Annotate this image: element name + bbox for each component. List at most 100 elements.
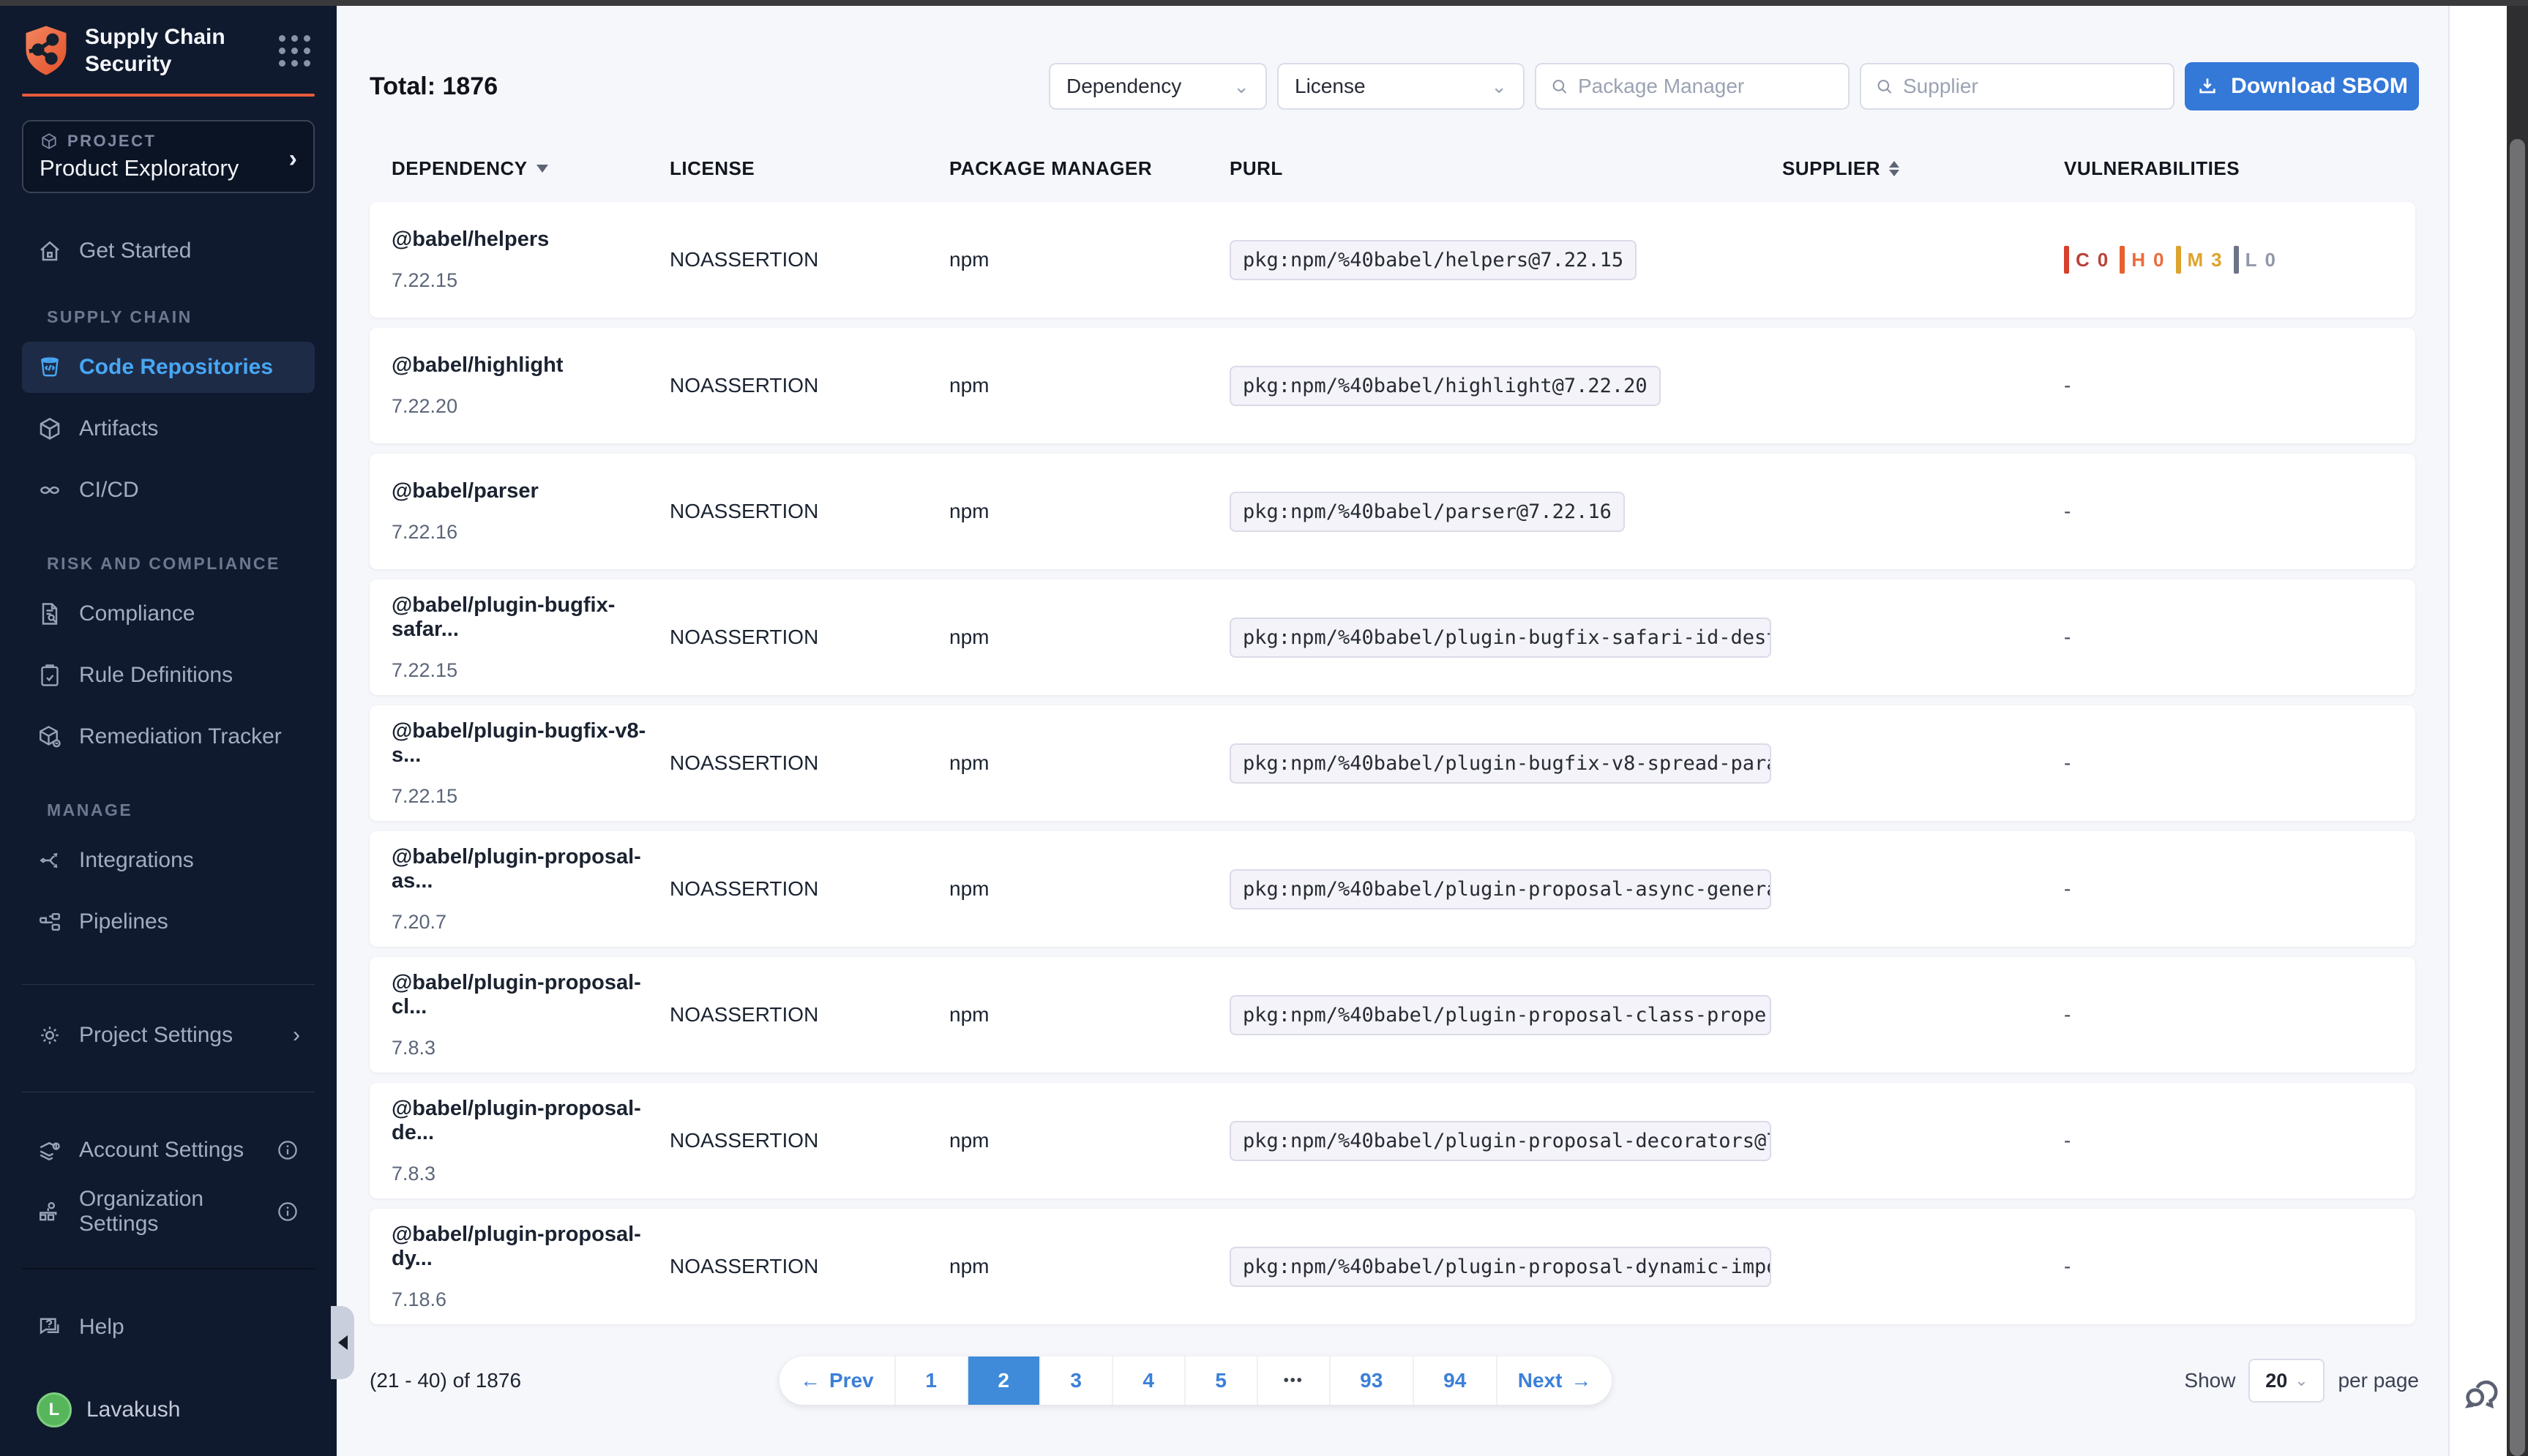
dependency-version: 7.8.3 bbox=[392, 1162, 436, 1185]
vulnerabilities-empty: - bbox=[2064, 1129, 2071, 1152]
user-name: Lavakush bbox=[86, 1397, 181, 1422]
cube-tool-icon bbox=[40, 726, 61, 748]
license-value: NOASSERTION bbox=[670, 751, 819, 774]
info-icon[interactable] bbox=[275, 1138, 300, 1163]
section-label-supply-chain: SUPPLY CHAIN bbox=[47, 307, 192, 326]
cube-icon bbox=[40, 418, 60, 440]
sidebar-item-label: Compliance bbox=[79, 601, 195, 626]
license-filter-dropdown[interactable]: License ⌄ bbox=[1277, 63, 1525, 110]
chevron-down-icon: ⌄ bbox=[2295, 1371, 2308, 1389]
page-button-4[interactable]: 4 bbox=[1112, 1356, 1184, 1405]
page-right-gutter bbox=[2448, 6, 2507, 1456]
page-button-1[interactable]: 1 bbox=[895, 1356, 967, 1405]
dependency-name: @babel/highlight bbox=[392, 353, 564, 377]
dependency-name: @babel/helpers bbox=[392, 228, 550, 251]
sidebar-item-cicd[interactable]: CI/CD bbox=[22, 465, 315, 516]
vulnerabilities-empty: - bbox=[2064, 374, 2071, 397]
sidebar-item-label: Artifacts bbox=[79, 416, 159, 440]
project-name: Product Exploratory bbox=[40, 155, 239, 181]
dependency-name: @babel/plugin-bugfix-v8-s... bbox=[392, 718, 646, 767]
sidebar-item-pipelines[interactable]: Pipelines bbox=[22, 896, 315, 947]
dependency-name: @babel/plugin-proposal-cl... bbox=[392, 970, 641, 1018]
table-row[interactable]: @babel/plugin-proposal-cl... 7.8.3 NOASSE… bbox=[370, 957, 2415, 1073]
page-button-93[interactable]: 93 bbox=[1330, 1356, 1413, 1405]
table-row[interactable]: @babel/plugin-bugfix-safar... 7.22.15 NOA… bbox=[370, 579, 2415, 695]
severity-bar-high bbox=[2120, 246, 2125, 274]
vulnerabilities-empty: - bbox=[2064, 500, 2071, 522]
page-size-select[interactable]: 20 ⌄ bbox=[2248, 1359, 2325, 1403]
sidebar-item-integrations[interactable]: Integrations bbox=[22, 835, 315, 886]
sidebar-item-account-settings[interactable]: Account Settings bbox=[22, 1125, 315, 1176]
prev-page-button[interactable]: ← Prev bbox=[779, 1356, 894, 1405]
code-repository-icon bbox=[41, 357, 59, 377]
page-ellipsis[interactable]: ••• bbox=[1257, 1356, 1329, 1405]
sort-icon bbox=[1889, 160, 1900, 176]
home-icon bbox=[40, 241, 59, 261]
support-chat-icon[interactable] bbox=[2458, 1370, 2503, 1415]
infinity-icon bbox=[40, 486, 59, 495]
package-manager-value: npm bbox=[949, 1003, 990, 1026]
supplier-search bbox=[1860, 63, 2174, 110]
table-row[interactable]: @babel/plugin-proposal-dy... 7.18.6 NOASS… bbox=[370, 1209, 2415, 1324]
sidebar-item-project-settings[interactable]: Project Settings › bbox=[22, 1010, 315, 1061]
document-search-icon bbox=[42, 603, 58, 625]
license-value: NOASSERTION bbox=[670, 500, 819, 522]
package-manager-value: npm bbox=[949, 1129, 990, 1152]
pipelines-icon bbox=[40, 913, 60, 931]
sidebar-item-organization-settings[interactable]: Organization Settings bbox=[22, 1186, 315, 1237]
sidebar-item-code-repositories[interactable]: Code Repositories bbox=[22, 342, 315, 393]
sidebar-item-label: Account Settings bbox=[79, 1138, 244, 1162]
page-button-3[interactable]: 3 bbox=[1040, 1356, 1112, 1405]
column-header-dependency[interactable]: DEPENDENCY bbox=[392, 157, 670, 180]
app-logo-shield-icon bbox=[26, 26, 67, 75]
column-header-purl: PURL bbox=[1230, 157, 1283, 179]
sidebar-item-compliance[interactable]: Compliance bbox=[22, 588, 315, 639]
arrow-right-icon: → bbox=[1571, 1369, 1592, 1392]
info-icon[interactable] bbox=[275, 1199, 300, 1224]
severity-bar-low bbox=[2233, 246, 2239, 274]
app-grid-icon[interactable] bbox=[274, 31, 315, 71]
table-row[interactable]: @babel/parser 7.22.16 NOASSERTION npm pkg… bbox=[370, 454, 2415, 569]
sidebar-item-label: CI/CD bbox=[79, 478, 139, 502]
app-title: Supply Chain Security bbox=[85, 25, 225, 76]
main-content: Total: 1876 Dependency ⌄ License ⌄ Downl… bbox=[337, 6, 2448, 1456]
dependency-version: 7.20.7 bbox=[392, 910, 447, 933]
download-icon bbox=[2199, 78, 2215, 94]
project-selector[interactable]: PROJECT Product Exploratory › bbox=[22, 120, 315, 193]
sidebar-item-artifacts[interactable]: Artifacts bbox=[22, 403, 315, 454]
supplier-input[interactable] bbox=[1903, 75, 2160, 98]
sidebar-item-remediation-tracker[interactable]: Remediation Tracker bbox=[22, 711, 315, 762]
column-header-supplier[interactable]: SUPPLIER bbox=[1782, 157, 2064, 180]
package-manager-input[interactable] bbox=[1578, 75, 1835, 98]
next-page-button[interactable]: Next → bbox=[1497, 1356, 1612, 1405]
package-manager-value: npm bbox=[949, 248, 990, 271]
window-scrollbar[interactable] bbox=[2507, 6, 2528, 1456]
license-value: NOASSERTION bbox=[670, 1003, 819, 1026]
sidebar-item-help[interactable]: Help bbox=[22, 1302, 315, 1353]
scrollbar-thumb[interactable] bbox=[2510, 139, 2525, 1456]
table-row[interactable]: @babel/highlight 7.22.20 NOASSERTION npm … bbox=[370, 328, 2415, 443]
sidebar-collapse-handle[interactable] bbox=[331, 1306, 354, 1379]
chevron-down-icon: ⌄ bbox=[1491, 75, 1507, 97]
vulnerabilities-empty: - bbox=[2064, 626, 2071, 648]
page-button-2-active[interactable]: 2 bbox=[968, 1356, 1039, 1405]
table-row[interactable]: @babel/plugin-proposal-de... 7.8.3 NOASSE… bbox=[370, 1083, 2415, 1198]
sidebar-item-label: Pipelines bbox=[79, 909, 168, 934]
user-menu[interactable]: L Lavakush bbox=[22, 1382, 315, 1438]
section-label-manage: MANAGE bbox=[47, 800, 133, 819]
purl-value: pkg:npm/%40babel/helpers@7.22.15 bbox=[1230, 239, 1637, 280]
sidebar-item-get-started[interactable]: Get Started bbox=[22, 227, 315, 275]
dependency-version: 7.22.15 bbox=[392, 269, 458, 291]
table-row[interactable]: @babel/plugin-proposal-as... 7.20.7 NOASS… bbox=[370, 831, 2415, 947]
purl-value: pkg:npm/%40babel/plugin-bugfix-safari-id… bbox=[1230, 617, 1771, 658]
show-label: Show bbox=[2184, 1369, 2236, 1392]
page-button-5[interactable]: 5 bbox=[1185, 1356, 1257, 1405]
search-icon bbox=[1552, 80, 1567, 94]
table-row[interactable]: @babel/helpers 7.22.15 NOASSERTION npm pk… bbox=[370, 202, 2415, 318]
table-row[interactable]: @babel/plugin-bugfix-v8-s... 7.22.15 NOAS… bbox=[370, 705, 2415, 821]
dependency-filter-dropdown[interactable]: Dependency ⌄ bbox=[1049, 63, 1267, 110]
page-button-94[interactable]: 94 bbox=[1413, 1356, 1496, 1405]
download-sbom-button[interactable]: Download SBOM bbox=[2185, 62, 2419, 110]
sidebar-item-rule-definitions[interactable]: Rule Definitions bbox=[22, 650, 315, 701]
layers-gear-icon bbox=[40, 1141, 60, 1161]
